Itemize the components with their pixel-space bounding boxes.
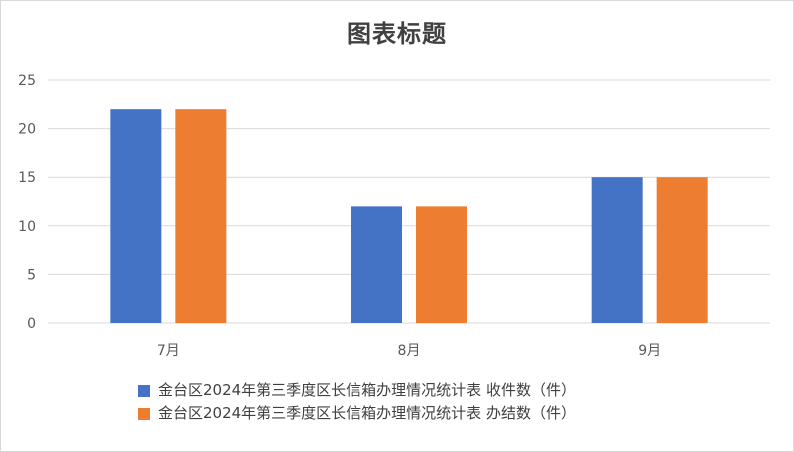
bar-series1-0: [110, 109, 162, 323]
y-axis-ticks: 0 5 10 15 20 25: [18, 73, 36, 332]
y-tick-label: 20: [18, 122, 36, 138]
legend-label-series2: 金台区2024年第三季度区长信箱办理情况统计表 办结数（件）: [158, 404, 576, 422]
bar-series2-0: [175, 109, 227, 323]
x-tick-label: 8月: [398, 343, 421, 359]
x-axis-ticks: 7月 8月 9月: [157, 343, 661, 359]
gridlines: [48, 79, 770, 324]
legend-swatch-series2: [138, 407, 150, 420]
legend: 金台区2024年第三季度区长信箱办理情况统计表 收件数（件） 金台区2024年第…: [138, 379, 576, 425]
x-tick-label: 9月: [638, 343, 661, 359]
legend-swatch-series1: [138, 384, 150, 397]
bar-series2-1: [416, 206, 467, 323]
y-tick-label: 10: [18, 219, 36, 235]
bar-series1-1: [351, 206, 402, 323]
bar-series2-2: [656, 177, 708, 323]
chart-title: 图表标题: [347, 20, 447, 48]
bar-series1-2: [591, 177, 643, 323]
x-tick-label: 7月: [157, 343, 180, 359]
y-tick-label: 15: [18, 170, 36, 186]
bars: [110, 109, 708, 323]
y-tick-label: 0: [27, 316, 36, 332]
y-tick-label: 5: [27, 267, 36, 283]
legend-item-series2: 金台区2024年第三季度区长信箱办理情况统计表 办结数（件）: [138, 402, 576, 425]
y-tick-label: 25: [18, 73, 36, 89]
legend-label-series1: 金台区2024年第三季度区长信箱办理情况统计表 收件数（件）: [158, 381, 576, 399]
legend-item-series1: 金台区2024年第三季度区长信箱办理情况统计表 收件数（件）: [138, 379, 576, 402]
